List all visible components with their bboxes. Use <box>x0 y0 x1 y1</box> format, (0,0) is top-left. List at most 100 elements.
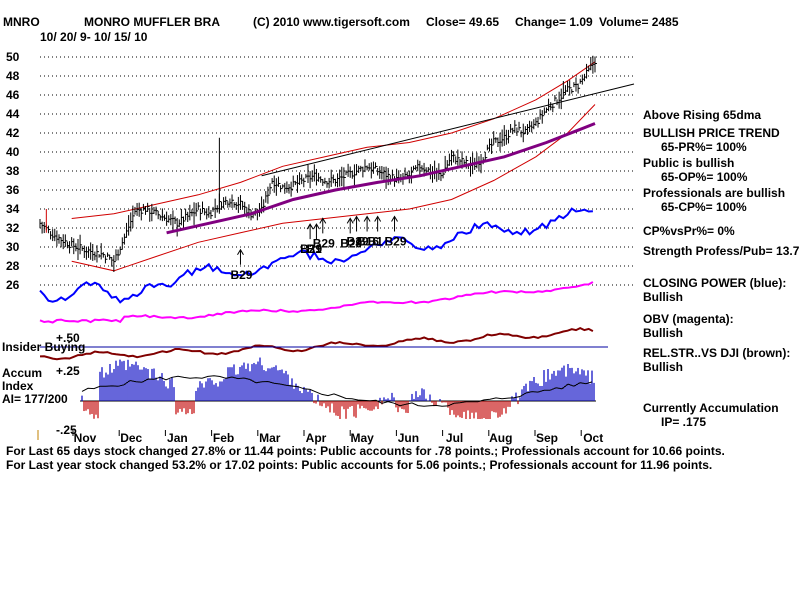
y-tick-label: 46 <box>6 88 20 102</box>
y-tick-label: 42 <box>6 126 20 140</box>
closing-power-line <box>39 207 593 304</box>
status-title: Above Rising 65dma <box>643 108 762 122</box>
buy-signal-label: B29 <box>313 236 335 250</box>
buy-signal-head <box>346 217 354 224</box>
status-title: OBV (magenta): <box>643 312 734 326</box>
ticker-symbol: MNRO <box>3 15 40 29</box>
x-tick-label: Jan <box>167 431 188 445</box>
status-item: OBV (magenta): Bullish <box>643 312 734 340</box>
date-range: 10/ 20/ 9- 10/ 15/ 10 <box>40 30 148 44</box>
status-value: IP= .175 <box>661 415 707 429</box>
price-gridlines <box>40 56 635 286</box>
status-item: Strength Profess/Pub= 13.7 <box>643 244 799 258</box>
y-tick-label: 38 <box>6 164 20 178</box>
minus-25-label: -.25 <box>56 423 77 437</box>
y-tick-label: 30 <box>6 240 20 254</box>
y-tick-label: 36 <box>6 183 20 197</box>
status-value: Bullish <box>643 360 684 374</box>
ma65-line <box>166 122 596 235</box>
y-tick-label: 32 <box>6 221 20 235</box>
y-tick-label: 50 <box>6 50 20 64</box>
status-item: Currently Accumulation IP= .175 <box>643 401 779 429</box>
footer-line-65d: For Last 65 days stock changed 27.8% or … <box>6 444 725 458</box>
company-name: MONRO MUFFLER BRA <box>84 15 220 29</box>
status-value: Bullish <box>643 290 684 304</box>
accum-label: Accum <box>2 366 43 380</box>
x-tick-label: Sep <box>536 431 558 445</box>
status-title: Strength Profess/Pub= 13.7 <box>643 244 800 258</box>
status-value: 65-OP%= 100% <box>661 170 748 184</box>
y-tick-label: 26 <box>6 278 20 292</box>
status-title: REL.STR..VS DJI (brown): <box>643 346 791 360</box>
ai-value: AI= 177/200 <box>2 392 68 406</box>
x-tick-label: Feb <box>213 431 234 445</box>
y-tick-label: 48 <box>6 69 20 83</box>
status-value: 65-CP%= 100% <box>661 200 747 214</box>
buy-signal-label: B29 <box>347 235 369 249</box>
lower-band <box>71 104 596 272</box>
volume-value: Volume= 2485 <box>599 15 679 29</box>
status-item: BULLISH PRICE TREND 65-PR%= 100% <box>643 126 780 154</box>
y-tick-label: 28 <box>6 259 20 273</box>
status-title: BULLISH PRICE TREND <box>643 126 780 140</box>
x-tick-label: Jun <box>398 431 419 445</box>
buy-signal-head <box>374 215 382 222</box>
buy-signal-label: B29 <box>385 235 407 249</box>
footer-line-year: For Last year stock changed 53.2% or 17.… <box>6 458 713 472</box>
buy-signal-head <box>353 215 360 222</box>
upper-band <box>71 61 596 219</box>
buy-signal-head <box>306 223 314 230</box>
change-value: Change= 1.09 <box>515 15 593 29</box>
buy-signal-head <box>313 223 320 230</box>
buy-signal-label: B29 <box>300 242 322 256</box>
axis-labels: 26 28 30 32 34 36 38 40 42 44 46 48 50 Nov Dec Jan Feb Ma… <box>6 50 603 445</box>
status-item: Professionals are bullish 65-CP%= 100% <box>643 186 785 214</box>
y-tick-label: 34 <box>6 202 20 216</box>
buy-signal-head <box>319 217 327 224</box>
status-value: 65-PR%= 100% <box>661 140 747 154</box>
buy-signal-head <box>391 215 398 222</box>
indicator-lines <box>39 207 608 361</box>
index-label: Index <box>2 379 34 393</box>
buy-signal-label: B16 <box>357 235 379 249</box>
obv-line <box>39 281 594 324</box>
x-tick-label: Mar <box>259 431 281 445</box>
copyright-text: (C) 2010 www.tigersoft.com <box>253 15 410 29</box>
y-tick-label: 40 <box>6 145 20 159</box>
bollinger-bands <box>71 61 596 272</box>
status-title: Currently Accumulation <box>643 401 779 415</box>
insider-buying-label: Insider Buying <box>2 340 86 354</box>
buy-signal-label: B1 <box>306 242 322 256</box>
status-item: REL.STR..VS DJI (brown): Bullish <box>643 346 790 374</box>
price-bars <box>39 55 597 272</box>
plus-25-label: +.25 <box>56 364 80 378</box>
status-title: Public is bullish <box>643 156 735 170</box>
x-tick-label: Jul <box>446 431 463 445</box>
status-title: Professionals are bullish <box>643 186 786 200</box>
buy-signal-label: B1 <box>368 235 384 249</box>
status-item: Public is bullish 65-OP%= 100% <box>643 156 747 184</box>
y-tick-label: 44 <box>6 107 20 121</box>
buy-signal-head <box>237 248 244 256</box>
status-item: CP%vsPr%= 0% <box>643 224 735 238</box>
status-title: CP%vsPr%= 0% <box>643 224 735 238</box>
buy-signal-label: B29 <box>340 236 362 250</box>
status-item: Above Rising 65dma <box>643 108 761 122</box>
trend-resistance-line <box>261 83 635 177</box>
buy-signal-head <box>363 215 371 222</box>
x-tick-label: Oct <box>583 431 603 445</box>
x-tick-label: Aug <box>489 431 512 445</box>
x-tick-label: Dec <box>120 431 142 445</box>
x-tick-label: Nov <box>74 431 97 445</box>
status-value: Bullish <box>643 326 684 340</box>
close-value: Close= 49.65 <box>426 15 500 29</box>
x-tick-label: Apr <box>306 431 327 445</box>
status-item: CLOSING POWER (blue): Bullish <box>643 276 786 304</box>
accumulation-histogram <box>80 357 596 419</box>
buy-signal-label: B29 <box>230 268 252 282</box>
accum-smoothed-line <box>81 375 593 407</box>
status-title: CLOSING POWER (blue): <box>643 276 787 290</box>
